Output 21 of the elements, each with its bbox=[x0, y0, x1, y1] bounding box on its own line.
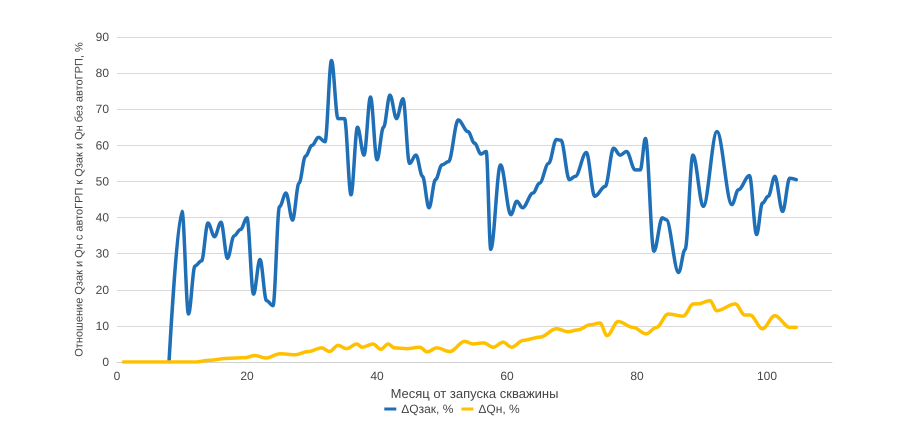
x-tick-label: 100 bbox=[756, 369, 778, 383]
y-tick-label: 30 bbox=[96, 246, 110, 261]
y-tick-label: 40 bbox=[96, 210, 110, 225]
y-tick-label: 10 bbox=[96, 318, 110, 333]
legend-label: ΔQн, % bbox=[478, 402, 520, 416]
y-axis-title: Отношение Qзак и Qн с автоГРП к Qзак и Qн без автоГРП, % bbox=[73, 42, 86, 357]
x-axis-title: Месяц от запуска скважины bbox=[390, 386, 558, 401]
y-tick-label: 70 bbox=[96, 102, 110, 116]
y-tick-label: 20 bbox=[96, 282, 110, 297]
x-tick-label: 60 bbox=[500, 369, 514, 383]
y-tick-label: 50 bbox=[96, 174, 110, 188]
line-series bbox=[122, 298, 798, 364]
x-tick-label: 80 bbox=[630, 369, 644, 383]
legend-label: ΔQзак, % bbox=[401, 402, 454, 416]
x-tick-label: 40 bbox=[370, 369, 384, 383]
x-tick-label: 0 bbox=[114, 369, 121, 383]
y-tick-label: 0 bbox=[102, 355, 110, 369]
y-tick-label: 60 bbox=[96, 138, 110, 152]
x-tick-label: 20 bbox=[240, 369, 254, 383]
y-tick-label: 90 bbox=[96, 30, 110, 44]
y-tick-label: 80 bbox=[96, 66, 110, 80]
